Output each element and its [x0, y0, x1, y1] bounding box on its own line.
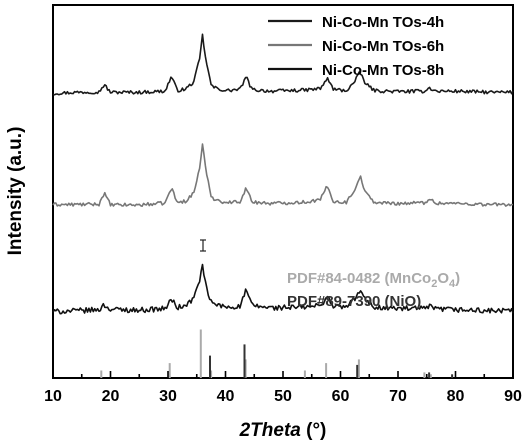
- legend-label-1: Ni-Co-Mn TOs-4h: [322, 14, 444, 31]
- reference-label-2: PDF#89-7390 (NiO): [287, 293, 421, 310]
- plot-area: [52, 4, 514, 379]
- x-tick-label: 70: [389, 388, 407, 405]
- series-line-2: [52, 143, 514, 207]
- x-tick-label: 30: [159, 388, 177, 405]
- legend: Ni-Co-Mn TOs-4h Ni-Co-Mn TOs-6h Ni-Co-Mn T…: [268, 14, 444, 79]
- y-axis-label: Intensity (a.u.): [5, 127, 26, 256]
- series-line-1: [52, 33, 514, 96]
- reference-legend: PDF#84-0482 (MnCo2O4) PDF#89-7390 (NiO): [287, 270, 460, 310]
- x-axis-label: 2Theta (°): [239, 420, 327, 441]
- plot-frame: [52, 4, 514, 379]
- legend-label-2: Ni-Co-Mn TOs-6h: [322, 38, 444, 55]
- x-tick-label: 10: [44, 388, 62, 405]
- x-axis-label-unit: (°): [306, 420, 326, 441]
- x-tick-label: 50: [274, 388, 292, 405]
- x-tick-label: 20: [102, 388, 120, 405]
- x-tick-label: 60: [332, 388, 350, 405]
- x-tick-label: 40: [217, 388, 235, 405]
- reference-peaks: [100, 329, 454, 378]
- error-marker-icon: [200, 239, 206, 252]
- series-lines: [52, 33, 514, 315]
- x-axis-label-italic: 2Theta: [239, 420, 302, 441]
- legend-label-3: Ni-Co-Mn TOs-8h: [322, 62, 444, 79]
- x-tick-label: 80: [447, 388, 465, 405]
- x-axis: 10 20 30 40 50 60 70 80 90: [44, 371, 522, 405]
- x-tick-label: 90: [504, 388, 522, 405]
- reference-label-1: PDF#84-0482 (MnCo2O4): [287, 270, 460, 290]
- series-line-3: [52, 263, 514, 315]
